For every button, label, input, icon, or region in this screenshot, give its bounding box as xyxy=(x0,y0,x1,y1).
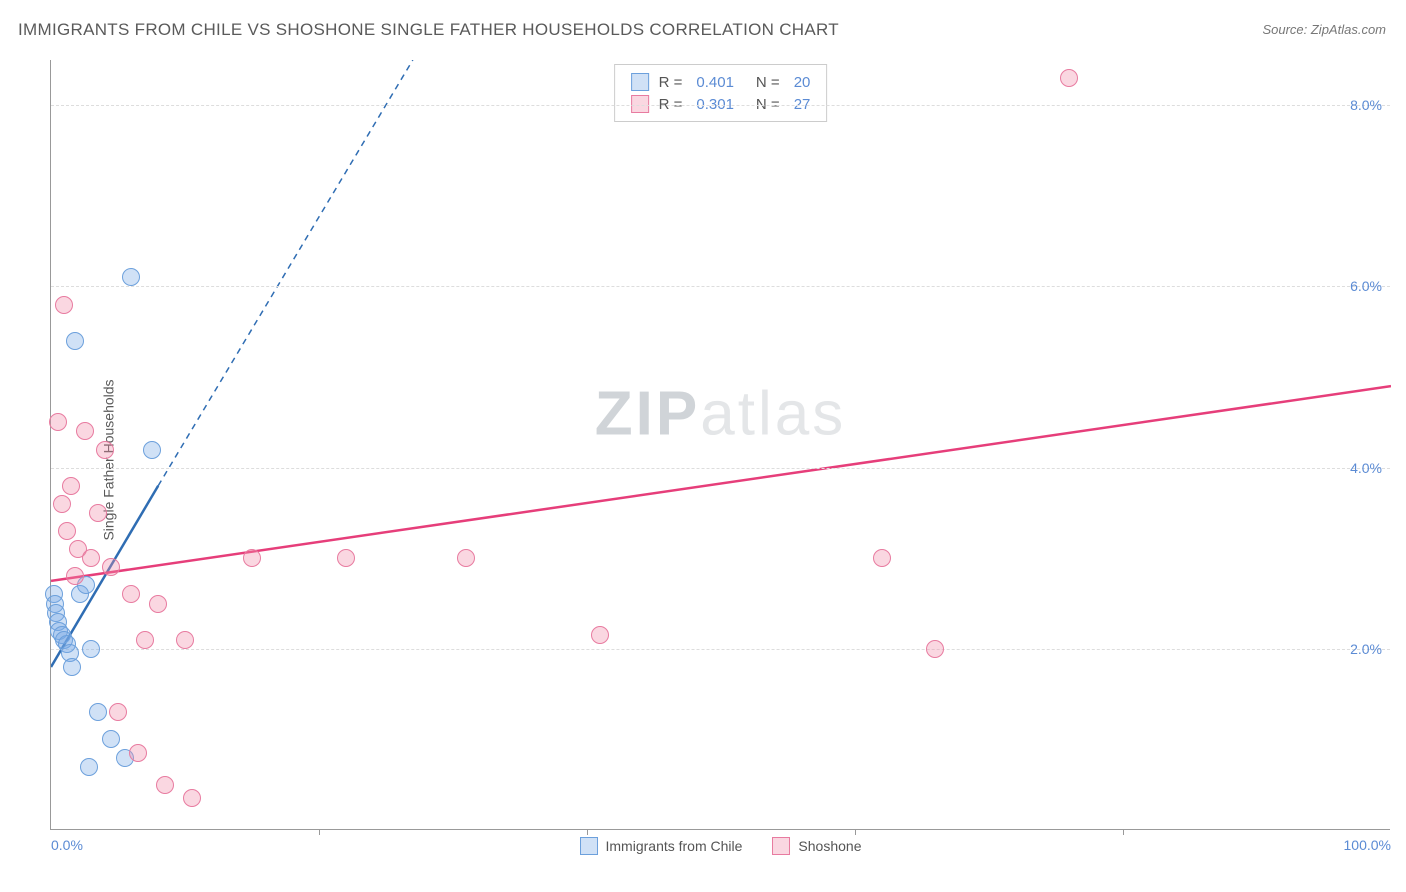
scatter-point xyxy=(337,549,355,567)
scatter-point xyxy=(457,549,475,567)
legend-row: R = 0.401 N = 20 xyxy=(631,71,811,93)
legend-swatch xyxy=(631,95,649,113)
scatter-point xyxy=(129,744,147,762)
x-tick-mark xyxy=(587,829,588,835)
legend-r-value: 0.301 xyxy=(696,96,734,113)
scatter-point xyxy=(136,631,154,649)
scatter-point xyxy=(102,558,120,576)
legend-row: R = 0.301 N = 27 xyxy=(631,93,811,115)
gridline-h xyxy=(51,286,1390,287)
legend-r-label: R = xyxy=(659,96,683,113)
scatter-point xyxy=(122,585,140,603)
legend-series-item: Shoshone xyxy=(772,837,861,855)
scatter-point xyxy=(82,549,100,567)
legend-n-label: N = xyxy=(756,96,780,113)
scatter-point xyxy=(149,595,167,613)
legend-swatch xyxy=(580,837,598,855)
scatter-point xyxy=(926,640,944,658)
legend-series-label: Shoshone xyxy=(798,838,861,854)
gridline-h xyxy=(51,649,1390,650)
scatter-point xyxy=(143,441,161,459)
x-tick-mark xyxy=(1123,829,1124,835)
legend-swatch xyxy=(631,73,649,91)
scatter-point xyxy=(66,567,84,585)
legend-n-value: 20 xyxy=(794,74,811,91)
watermark-part1: ZIP xyxy=(595,379,700,448)
scatter-point xyxy=(49,413,67,431)
scatter-point xyxy=(66,332,84,350)
correlation-legend: R = 0.401 N = 20 R = 0.301 N = 27 xyxy=(614,64,828,122)
scatter-point xyxy=(156,776,174,794)
gridline-h xyxy=(51,468,1390,469)
scatter-point xyxy=(55,296,73,314)
scatter-point xyxy=(109,703,127,721)
scatter-point xyxy=(183,789,201,807)
y-tick-label: 6.0% xyxy=(1350,278,1382,294)
source-attribution: Source: ZipAtlas.com xyxy=(1262,22,1386,37)
scatter-point xyxy=(873,549,891,567)
x-tick-mark xyxy=(855,829,856,835)
scatter-point xyxy=(82,640,100,658)
scatter-point xyxy=(53,495,71,513)
series-legend: Immigrants from Chile Shoshone xyxy=(580,837,862,855)
x-tick-label: 100.0% xyxy=(1344,837,1391,853)
scatter-point xyxy=(63,658,81,676)
scatter-point xyxy=(89,504,107,522)
legend-r-value: 0.401 xyxy=(696,74,734,91)
watermark-part2: atlas xyxy=(700,379,846,448)
plot-area: ZIPatlas R =0.401N =20R =0.301N =27 Immi… xyxy=(50,60,1390,830)
legend-n-value: 27 xyxy=(794,96,811,113)
scatter-point xyxy=(96,441,114,459)
legend-series-item: Immigrants from Chile xyxy=(580,837,743,855)
scatter-point xyxy=(102,730,120,748)
legend-r-label: R = xyxy=(659,74,683,91)
scatter-point xyxy=(62,477,80,495)
y-tick-label: 8.0% xyxy=(1350,97,1382,113)
y-tick-label: 4.0% xyxy=(1350,460,1382,476)
scatter-point xyxy=(176,631,194,649)
x-tick-mark xyxy=(319,829,320,835)
scatter-point xyxy=(243,549,261,567)
scatter-point xyxy=(1060,69,1078,87)
regression-lines xyxy=(51,60,1391,830)
chart-container: Single Father Households ZIPatlas R =0.4… xyxy=(50,60,1390,860)
x-tick-label: 0.0% xyxy=(51,837,83,853)
scatter-point xyxy=(122,268,140,286)
scatter-point xyxy=(58,522,76,540)
scatter-point xyxy=(89,703,107,721)
legend-n-label: N = xyxy=(756,74,780,91)
watermark: ZIPatlas xyxy=(595,378,846,449)
scatter-point xyxy=(80,758,98,776)
legend-series-label: Immigrants from Chile xyxy=(606,838,743,854)
gridline-h xyxy=(51,105,1390,106)
regression-line-extrapolated xyxy=(158,60,413,486)
chart-title: IMMIGRANTS FROM CHILE VS SHOSHONE SINGLE… xyxy=(18,20,839,40)
y-tick-label: 2.0% xyxy=(1350,641,1382,657)
scatter-point xyxy=(591,626,609,644)
legend-swatch xyxy=(772,837,790,855)
scatter-point xyxy=(76,422,94,440)
